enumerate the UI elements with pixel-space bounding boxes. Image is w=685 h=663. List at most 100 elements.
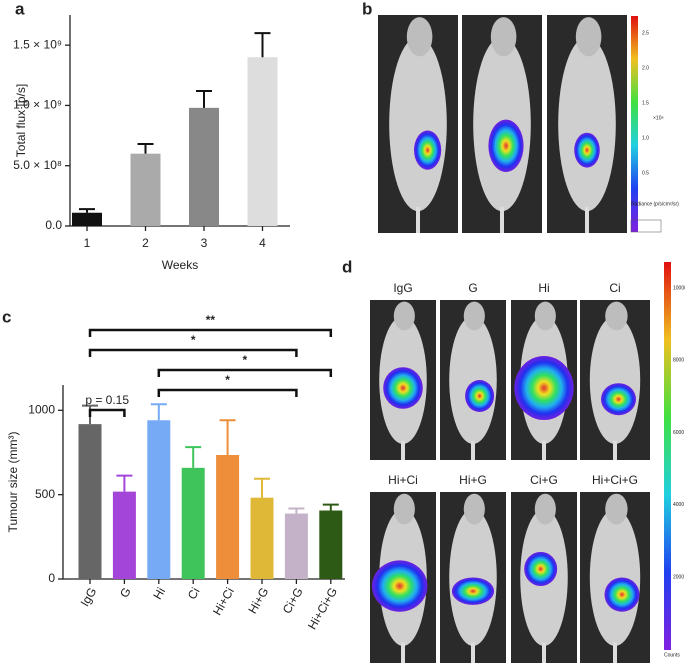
x-tick-label: Hi	[150, 585, 168, 602]
colorbar-tick: 2.0	[642, 65, 649, 71]
y-tick-label: 0.0	[45, 218, 62, 232]
y-tick-label: 1000	[28, 402, 55, 416]
bar	[72, 212, 102, 226]
colorbar-tick: 2.5	[642, 30, 649, 36]
scale-box	[630, 219, 662, 233]
significance-label: *	[191, 333, 196, 347]
bar	[319, 510, 343, 579]
y-axis-label: Total flux [p/s]	[14, 84, 28, 157]
significance-label: p = 0.15	[85, 393, 129, 407]
y-axis-label: Tumour size (mm³)	[6, 432, 20, 533]
error-bar	[196, 89, 212, 108]
signal	[371, 560, 428, 612]
colorbar-tick: 2000	[673, 575, 684, 581]
error-bar	[288, 507, 305, 514]
x-tick-label: 2	[142, 236, 149, 250]
signal	[601, 383, 636, 416]
panel-letter: b	[362, 0, 372, 18]
image-label: Ci+G	[530, 473, 558, 487]
bar	[181, 467, 205, 579]
significance-bracket	[88, 348, 298, 357]
bar	[112, 491, 136, 579]
mouse-head	[605, 301, 628, 331]
image-label: G	[468, 281, 477, 295]
significance-bracket	[157, 368, 333, 377]
bar	[130, 153, 161, 226]
error-bar	[322, 503, 339, 511]
bar	[250, 497, 274, 579]
image-label: IgG	[393, 281, 412, 295]
mouse-head	[605, 493, 628, 525]
mouse-body	[389, 36, 447, 212]
significance-bracket	[88, 328, 333, 337]
mouse-head	[393, 493, 415, 525]
bar	[216, 455, 240, 579]
mouse-body	[589, 316, 641, 444]
significance-bracket	[88, 408, 126, 417]
panel-letter: a	[15, 0, 25, 18]
x-tick-label: Ci+G	[280, 585, 306, 616]
mouse-head	[393, 301, 415, 331]
image-label: Hi+Ci	[388, 473, 418, 487]
colorbar-tick: 8000	[673, 358, 684, 364]
colorbar-tick: 10000	[673, 285, 685, 291]
mouse-body	[558, 36, 616, 212]
error-bar	[137, 143, 154, 154]
x-tick-label: Ci	[185, 585, 203, 602]
y-tick-label: 1.5 × 10⁹	[13, 37, 62, 51]
image-label: Hi+G	[459, 473, 487, 487]
mouse-head	[534, 493, 556, 525]
significance-label: *	[242, 353, 247, 367]
significance-bracket	[157, 388, 298, 397]
y-tick-label: 1.0 × 10⁹	[13, 98, 62, 112]
error-bar	[254, 477, 270, 498]
y-tick-label: 0	[48, 571, 55, 585]
colorbar-tick: 1.5	[642, 100, 649, 106]
image-label: Ci	[609, 281, 620, 295]
signal	[414, 130, 442, 170]
panel-letter: c	[2, 307, 11, 326]
signal	[574, 132, 600, 168]
mouse-head	[463, 493, 485, 525]
mouse-head	[534, 301, 556, 331]
error-bar	[79, 208, 95, 213]
panel-letter: d	[342, 257, 352, 276]
x-axis-label: Weeks	[162, 258, 198, 272]
image-label: Hi	[538, 281, 549, 295]
image-label: Hi+Ci+G	[592, 473, 638, 487]
x-tick-label: Hi+Ci	[210, 585, 237, 618]
bar	[147, 420, 171, 579]
mouse-head	[463, 301, 485, 331]
colorbar-tick: 1.0	[642, 135, 649, 141]
mouse-head	[490, 17, 517, 57]
x-tick-label: G	[117, 585, 134, 600]
significance-label: **	[206, 313, 216, 327]
y-tick-label: 5.0 × 10⁸	[13, 158, 62, 172]
error-bar	[150, 403, 167, 421]
colorbar-title: Radiance (p/s/cm²/sr)	[631, 201, 679, 207]
error-bar	[116, 474, 133, 492]
significance-label: *	[225, 373, 230, 387]
mouse-body	[589, 509, 641, 646]
error-bar	[185, 446, 202, 468]
colorbar-tick: 0.5	[642, 170, 649, 176]
colorbar-tick: 6000	[673, 430, 684, 436]
colorbar-unit: ×10⁸	[653, 115, 664, 121]
signal	[451, 577, 495, 605]
x-tick-label: IgG	[78, 585, 100, 609]
bar	[284, 513, 308, 579]
colorbar-title: Counts	[664, 652, 680, 658]
signal	[465, 380, 495, 412]
colorbar	[631, 16, 638, 232]
signal	[604, 577, 640, 612]
mouse-head	[406, 17, 433, 57]
signal	[524, 551, 558, 587]
bar	[78, 424, 102, 579]
y-tick-label: 500	[35, 487, 55, 501]
mouse-body	[449, 316, 497, 444]
x-tick-label: 3	[201, 236, 208, 250]
signal	[514, 356, 574, 420]
colorbar	[664, 262, 671, 650]
x-tick-label: Hi+Ci+G	[305, 585, 340, 632]
